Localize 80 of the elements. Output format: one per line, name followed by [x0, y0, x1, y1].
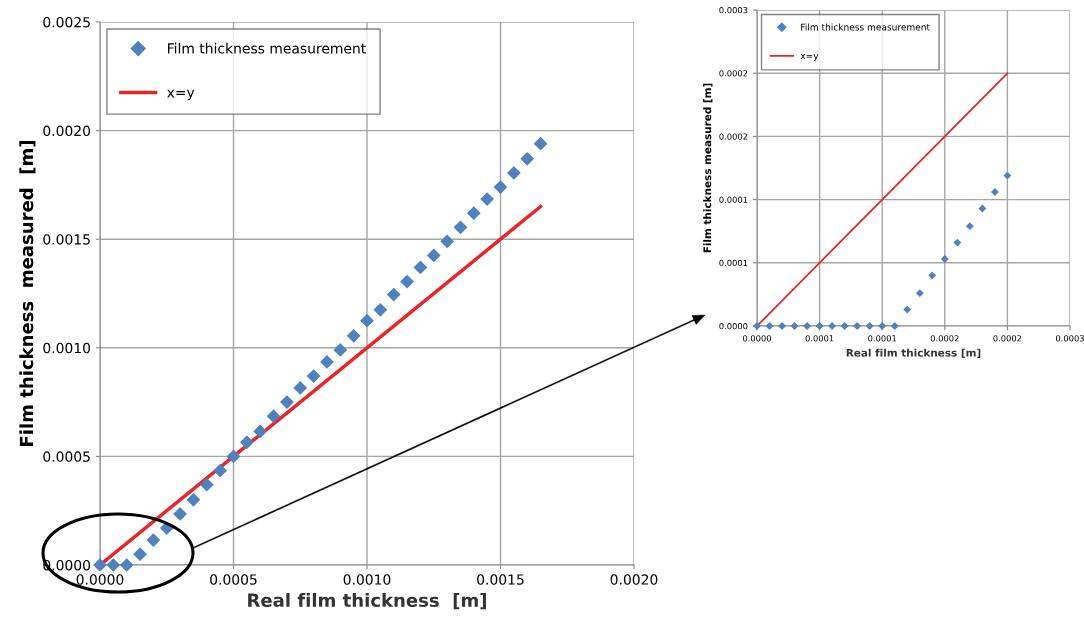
point	[506, 166, 521, 180]
point	[915, 289, 924, 298]
point	[828, 322, 837, 330]
point	[426, 248, 441, 263]
point	[890, 322, 899, 330]
point	[466, 206, 481, 221]
y-tick-label: 0.0001	[719, 259, 748, 267]
point	[865, 322, 874, 330]
point	[978, 204, 987, 213]
point	[266, 409, 281, 424]
point	[239, 435, 254, 450]
point	[173, 507, 187, 521]
point	[853, 322, 862, 330]
point	[373, 302, 388, 317]
y-tick-label: 0.0003	[719, 6, 748, 14]
point	[280, 395, 294, 409]
point	[533, 136, 548, 151]
x-tick-label: 0.0003	[1055, 335, 1084, 342]
point	[413, 260, 428, 275]
point	[293, 381, 308, 395]
x-axis-title: Real film thickness [m]	[248, 593, 486, 610]
x-tick-label: 0.0005	[210, 574, 257, 585]
point	[386, 287, 401, 302]
point	[493, 180, 508, 194]
legend-label: Film thickness measurement	[168, 42, 366, 54]
y-tick-label: 0.0002	[719, 133, 748, 140]
point	[93, 558, 107, 572]
x-tick-label: 0.0001	[805, 335, 834, 342]
point	[253, 424, 268, 439]
y-tick-label: 0.0005	[43, 451, 90, 462]
point	[1003, 171, 1012, 180]
point	[440, 234, 454, 249]
point	[400, 274, 414, 289]
y-tick-label: 0.0025	[43, 16, 90, 28]
x-axis-title: Real film thickness [m]	[846, 348, 981, 358]
point	[840, 322, 849, 330]
point	[453, 220, 468, 235]
point	[360, 313, 374, 328]
y-tick-label: 0.0020	[43, 125, 91, 137]
point	[815, 322, 824, 330]
point	[953, 238, 962, 247]
point	[990, 188, 999, 196]
point	[790, 322, 799, 330]
point	[199, 477, 214, 492]
point	[765, 322, 774, 330]
point	[803, 322, 812, 330]
point	[333, 343, 348, 357]
x-tick-label: 0.0015	[477, 574, 524, 585]
x-tick-label: 0.0000	[742, 335, 772, 342]
point	[146, 533, 161, 547]
point	[480, 192, 495, 206]
point	[940, 255, 949, 263]
legend-label: x=y	[167, 89, 195, 101]
x-tick-label: 0.0002	[930, 335, 959, 342]
x-tick-label: 0.0002	[993, 335, 1022, 342]
point	[903, 305, 912, 314]
y-tick-label: 0.0000	[719, 322, 748, 330]
point	[520, 151, 535, 166]
point	[346, 328, 361, 343]
legend-label: x=y	[800, 54, 819, 61]
point	[965, 222, 974, 231]
point	[119, 558, 134, 572]
x-tick-label: 0.0001	[868, 335, 897, 342]
y-tick-label: 0.0001	[719, 196, 748, 203]
y-tick-label: 0.0002	[719, 70, 748, 77]
y-tick-label: 0.0015	[43, 234, 90, 245]
x-tick-label: 0.0020	[610, 574, 658, 585]
point	[928, 271, 937, 280]
y-axis-title: Film thickness measured [m]	[703, 83, 713, 253]
point	[106, 558, 121, 572]
point	[320, 355, 334, 369]
y-axis-title: Film thickness measured [m]	[19, 140, 36, 446]
x-tick-label: 0.0000	[76, 574, 124, 585]
legend-label: Film thickness measurement	[801, 23, 930, 31]
point	[186, 492, 201, 507]
point	[306, 369, 321, 383]
point	[133, 547, 147, 562]
point	[878, 322, 887, 330]
point	[213, 463, 228, 478]
x-tick-label: 0.0010	[343, 574, 391, 585]
